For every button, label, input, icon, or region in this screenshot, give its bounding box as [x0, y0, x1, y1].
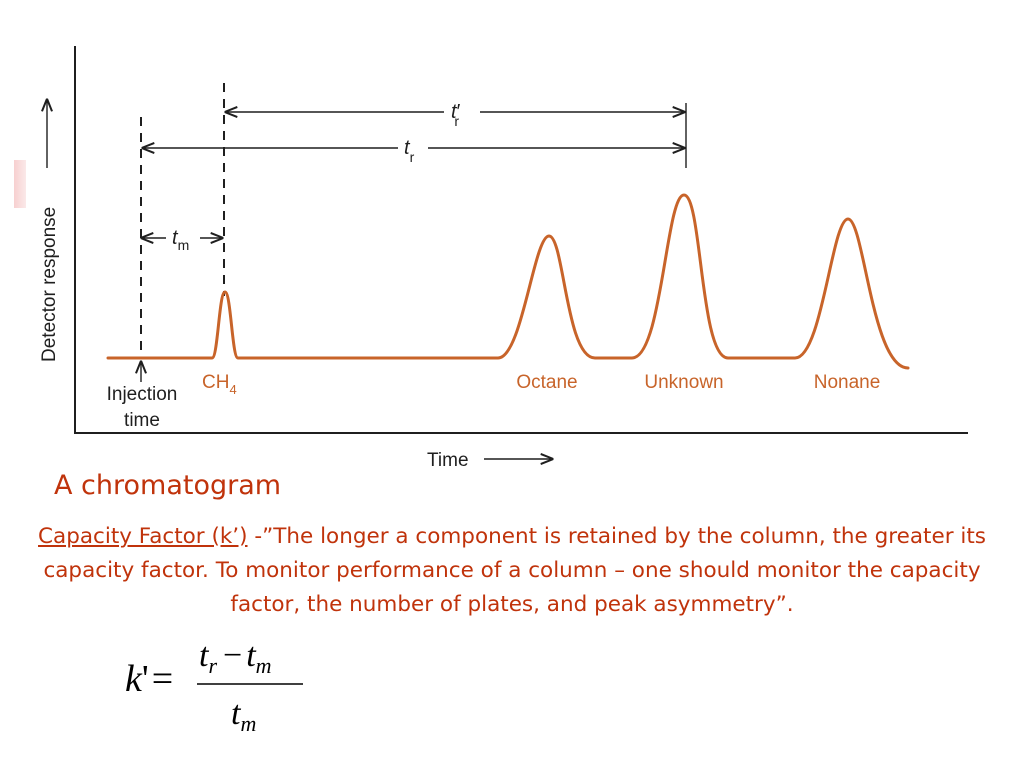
capacity-factor-term: Capacity Factor (k’) [38, 524, 248, 549]
diagram-caption: A chromatogram [54, 470, 282, 501]
tr-prime-label: t′r [451, 101, 461, 129]
capacity-factor-description: Capacity Factor (k’) -”The longer a comp… [36, 520, 988, 622]
x-axis-label: Time [427, 450, 469, 471]
peak-label-unknown: Unknown [644, 372, 723, 393]
formula-lhs: k'= [125, 658, 173, 700]
decorative-accent-bar [14, 160, 26, 208]
capacity-factor-formula: k'= tr − tm tm [125, 637, 303, 736]
chromatogram-trace [106, 193, 910, 370]
formula-numerator: tr − tm [199, 637, 272, 678]
tm-label: tm [172, 227, 189, 253]
injection-time-label-line1: Injection [107, 384, 178, 405]
formula-denominator: tm [231, 695, 256, 736]
capacity-factor-text: -”The longer a component is retained by … [43, 524, 986, 617]
tr-label: tr [404, 137, 415, 165]
chromatogram-diagram: Detector response Time t′r tr tm Injecti… [39, 46, 968, 471]
injection-time-label-line2: time [124, 410, 160, 431]
ch4-label: CH4 [202, 372, 237, 397]
peak-label-nonane: Nonane [814, 372, 881, 393]
peak-label-octane: Octane [516, 372, 577, 393]
y-axis-label: Detector response [39, 207, 60, 362]
